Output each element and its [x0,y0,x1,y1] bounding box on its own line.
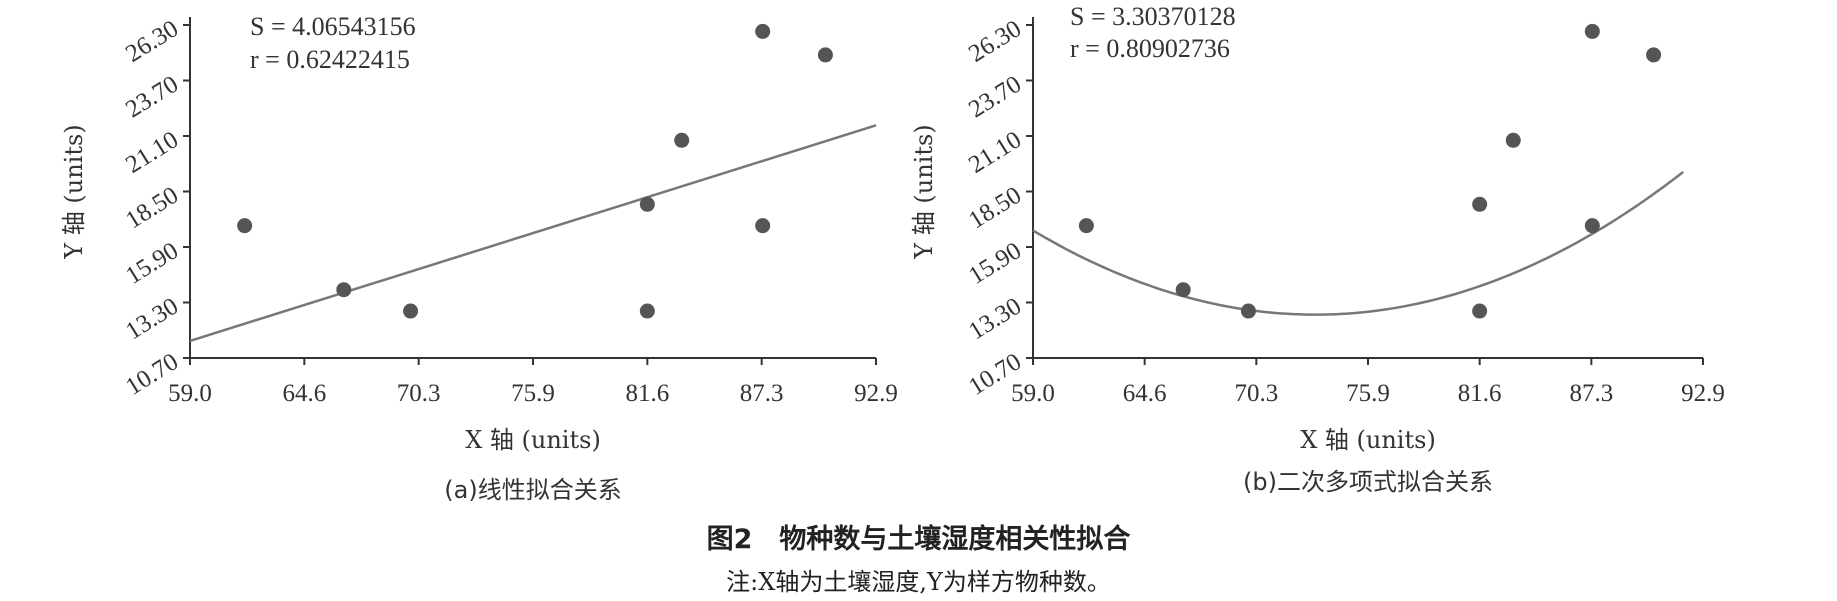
data-point [817,47,833,63]
data-point [1240,303,1256,319]
data-point [639,196,655,212]
x-axis-title: X 轴 (units) [1300,426,1436,454]
y-axis-title: Y 轴 (units) [60,124,88,259]
x-tick-label: 70.3 [397,380,441,407]
data-point [755,23,771,39]
panel-subtitle: (b)二次多项式拟合关系 [1243,468,1493,496]
figure-note: 注:X轴为土壤湿度,Y为样方物种数。 [726,568,1111,596]
x-tick-label: 75.9 [511,380,555,407]
quadratic-fit-curve [1032,171,1684,316]
figure-title: 图2 物种数与土壤湿度相关性拟合 [706,524,1131,555]
data-point [403,303,419,319]
x-tick-label: 87.3 [1569,380,1613,407]
data-point [237,218,253,234]
panel-b-quadratic-fit: 59.0 64.6 70.3 75.9 81.6 87.3 92.910.7013.3015… [910,2,1725,496]
data-point [639,303,655,319]
data-point [1505,132,1521,148]
data-point [1175,282,1191,298]
x-tick-label: 81.6 [1458,380,1502,407]
fit-statistic: S = 4.06543156 [250,12,416,41]
fit-statistic: r = 0.62422415 [250,45,410,74]
y-tick-label: 21.10 [121,126,183,179]
y-tick-label: 23.70 [964,71,1026,124]
x-tick-label: 92.9 [854,380,898,407]
y-tick-label: 21.10 [964,126,1026,179]
linear-fit-line [189,124,877,343]
y-tick-label: 13.30 [121,293,183,346]
x-tick-label: 75.9 [1346,380,1390,407]
data-point [1584,23,1600,39]
data-point [674,132,690,148]
data-point [1584,218,1600,234]
panel-a-linear-fit: 59.0 64.6 70.3 75.9 81.6 87.3 92.910.7013.3015… [60,12,898,504]
x-axis-title: X 轴 (units) [465,426,601,454]
x-tick-label: 92.9 [1681,380,1725,407]
y-axis-title: Y 轴 (units) [910,124,938,259]
y-tick-label: 15.90 [964,237,1026,290]
panel-subtitle: (a)线性拟合关系 [444,476,621,504]
y-tick-label: 15.90 [121,237,183,290]
data-point [1472,196,1488,212]
x-tick-label: 59.0 [1011,380,1055,407]
x-tick-label: 87.3 [740,380,784,407]
y-tick-label: 26.30 [121,15,183,68]
data-point [1078,218,1094,234]
data-point [1646,47,1662,63]
fit-statistic: S = 3.30370128 [1070,2,1236,31]
x-tick-label: 81.6 [625,380,669,407]
data-point [1472,303,1488,319]
y-tick-label: 18.50 [964,182,1026,235]
y-tick-label: 26.30 [964,15,1026,68]
data-point [755,218,771,234]
data-point [336,282,352,298]
x-tick-label: 59.0 [168,380,212,407]
y-tick-label: 18.50 [121,182,183,235]
fit-statistic: r = 0.80902736 [1070,34,1230,63]
y-tick-label: 13.30 [964,293,1026,346]
y-tick-label: 23.70 [121,71,183,124]
x-tick-label: 70.3 [1234,380,1278,407]
x-tick-label: 64.6 [1123,380,1167,407]
x-tick-label: 64.6 [282,380,326,407]
